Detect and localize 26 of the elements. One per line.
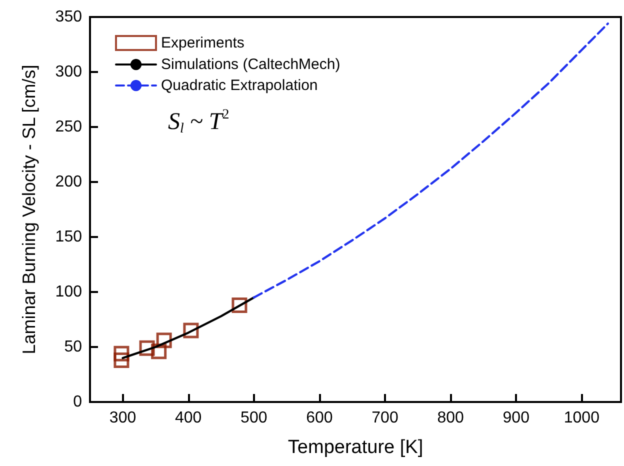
x-tick-label: 500 bbox=[240, 410, 268, 426]
x-axis-title: Temperature [K] bbox=[288, 437, 424, 458]
y-axis-title: Laminar Burning Velocity - SL [cm/s] bbox=[19, 64, 39, 354]
y-tick-label: 0 bbox=[73, 394, 82, 410]
y-tick-label: 150 bbox=[55, 228, 82, 246]
x-tick-label: 800 bbox=[437, 410, 464, 426]
legend-label: Experiments bbox=[161, 34, 244, 52]
x-tick-label: 300 bbox=[109, 410, 136, 426]
x-tick-label: 400 bbox=[174, 410, 202, 426]
legend-label: Simulations (CaltechMech) bbox=[161, 56, 340, 73]
y-tick-label: 200 bbox=[55, 174, 82, 190]
point bbox=[232, 297, 248, 313]
x-tick-label: 1000 bbox=[564, 410, 600, 426]
point bbox=[114, 352, 130, 368]
legend-label: Quadratic Extrapolation bbox=[161, 77, 318, 94]
point bbox=[139, 340, 155, 356]
x-tick-label: 900 bbox=[502, 410, 530, 426]
y-tick-label: 350 bbox=[55, 8, 82, 26]
point bbox=[114, 346, 130, 362]
x-tick-label: 700 bbox=[372, 410, 398, 426]
y-tick-label: 250 bbox=[55, 118, 82, 136]
y-tick-label: 50 bbox=[64, 338, 82, 356]
y-tick-label: 100 bbox=[55, 284, 82, 300]
point bbox=[183, 322, 199, 338]
x-tick-label: 600 bbox=[306, 410, 333, 426]
y-tick-label: 300 bbox=[55, 64, 82, 80]
